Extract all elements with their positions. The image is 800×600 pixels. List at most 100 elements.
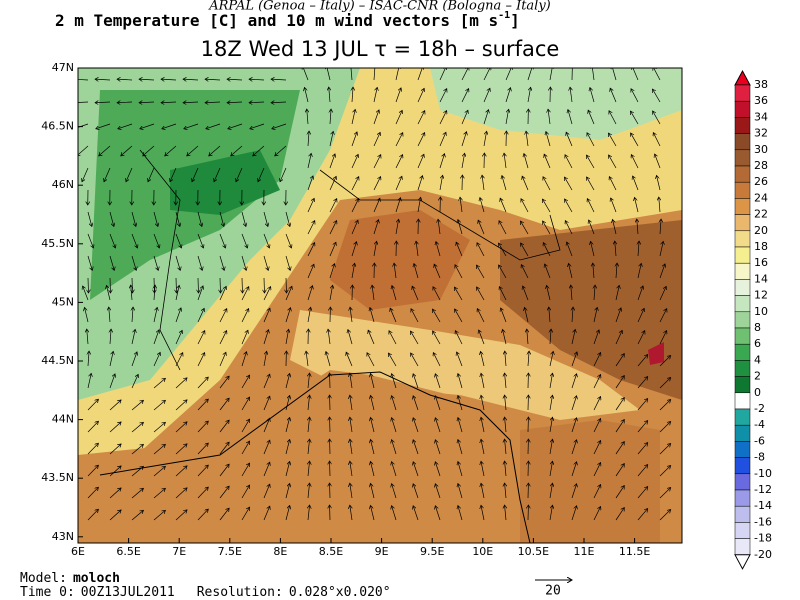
wind-vector xyxy=(657,175,661,191)
wind-vector xyxy=(78,79,89,81)
wind-vector xyxy=(549,417,553,433)
wind-vector xyxy=(543,221,551,235)
wind-vector xyxy=(569,263,573,279)
wind-vector xyxy=(227,79,243,80)
wind-vector xyxy=(304,87,309,103)
wind-vector xyxy=(395,219,399,235)
wind-vector xyxy=(593,375,601,389)
wind-vector xyxy=(395,155,403,169)
wind-vector xyxy=(615,508,624,521)
wind-vector xyxy=(659,377,671,389)
wind-vector xyxy=(109,374,115,389)
wind-vector xyxy=(306,351,308,367)
wind-vector xyxy=(417,154,424,169)
wind-vector xyxy=(285,461,290,477)
wind-vector xyxy=(219,376,229,389)
wind-vector xyxy=(615,398,624,411)
wind-vector xyxy=(351,109,355,125)
wind-vector xyxy=(121,145,133,156)
wind-vector xyxy=(263,308,270,323)
lon-tick-label: 9E xyxy=(375,545,389,558)
wind-vector xyxy=(433,287,441,301)
wind-vector xyxy=(591,241,595,257)
colorbar-label: -18 xyxy=(754,532,772,545)
wind-vector xyxy=(87,211,92,226)
wind-vector xyxy=(109,466,121,477)
wind-vector xyxy=(175,488,187,499)
wind-vector xyxy=(219,331,227,345)
wind-vector xyxy=(373,198,380,213)
wind-vector xyxy=(546,132,551,147)
wind-vector xyxy=(590,88,595,103)
wind-vector xyxy=(439,68,446,81)
wind-vector xyxy=(455,331,463,345)
wind-vector xyxy=(351,242,357,257)
colorbar-label: -14 xyxy=(754,499,772,512)
wind-vector xyxy=(153,400,165,411)
wind-vector xyxy=(593,485,601,499)
wind-vector xyxy=(368,330,375,345)
wind-vector xyxy=(630,111,639,125)
wind-vector xyxy=(249,102,265,103)
wind-vector xyxy=(241,441,250,455)
wind-vector xyxy=(435,484,441,499)
wind-vector xyxy=(461,110,468,125)
wind-vector xyxy=(131,374,138,389)
lon-tick-label: 6.5E xyxy=(116,545,140,558)
wind-vector xyxy=(241,397,250,411)
wind-vector xyxy=(132,307,133,323)
header-line1: ARPAL (Genoa – Italy) – ISAC-CNR (Bologn… xyxy=(208,0,551,14)
wind-vector xyxy=(153,422,165,433)
wind-vector xyxy=(219,442,229,455)
wind-vector xyxy=(502,176,507,191)
wind-vector xyxy=(87,487,98,499)
wind-vector xyxy=(307,153,311,169)
wind-vector xyxy=(231,145,243,156)
wind-vector xyxy=(653,111,661,125)
wind-vector xyxy=(350,373,352,389)
wind-vector xyxy=(228,123,243,129)
wind-vector xyxy=(481,439,485,455)
wind-vector xyxy=(660,219,661,235)
wind-vector xyxy=(593,507,601,521)
colorbar-box xyxy=(734,489,751,507)
wind-vector xyxy=(329,242,336,257)
footer-model: Model: moloch xyxy=(20,571,120,586)
header-line3: 18Z Wed 13 JUL τ = 18h – surface xyxy=(201,37,560,61)
colorbar-label: -12 xyxy=(754,483,772,496)
wind-vector xyxy=(417,111,425,125)
wind-vector xyxy=(571,506,577,521)
wind-vector xyxy=(307,109,308,125)
colorbar-box xyxy=(734,149,751,167)
wind-vector xyxy=(652,89,661,103)
wind-vector xyxy=(483,68,491,81)
wind-vector xyxy=(329,131,333,147)
wind-vector xyxy=(565,155,573,169)
wind-vector xyxy=(271,102,287,103)
wind-vector xyxy=(87,329,88,345)
wind-vector xyxy=(373,177,381,191)
lon-tick-label: 10E xyxy=(472,545,493,558)
wind-vector xyxy=(285,483,290,499)
wind-vector xyxy=(307,307,311,323)
wind-vector xyxy=(435,418,441,433)
wind-vector xyxy=(589,220,595,235)
wind-vector xyxy=(249,79,265,80)
wind-vector xyxy=(219,420,229,433)
wind-vector xyxy=(587,133,595,147)
wind-vector xyxy=(328,329,330,345)
wind-vector xyxy=(370,439,375,455)
wind-vector xyxy=(263,351,267,367)
wind-vector xyxy=(307,286,313,301)
wind-vector xyxy=(197,443,208,455)
wind-vector xyxy=(197,509,208,521)
colorbar-box xyxy=(734,279,751,296)
wind-vector xyxy=(454,287,463,301)
colorbar-box xyxy=(734,360,751,377)
colorbar-label: 12 xyxy=(754,289,768,302)
colorbar-label: 38 xyxy=(754,78,768,91)
wind-vector xyxy=(549,439,553,455)
wind-vector xyxy=(458,506,463,521)
wind-vector xyxy=(483,88,490,103)
title-sup: -1 xyxy=(498,10,510,21)
